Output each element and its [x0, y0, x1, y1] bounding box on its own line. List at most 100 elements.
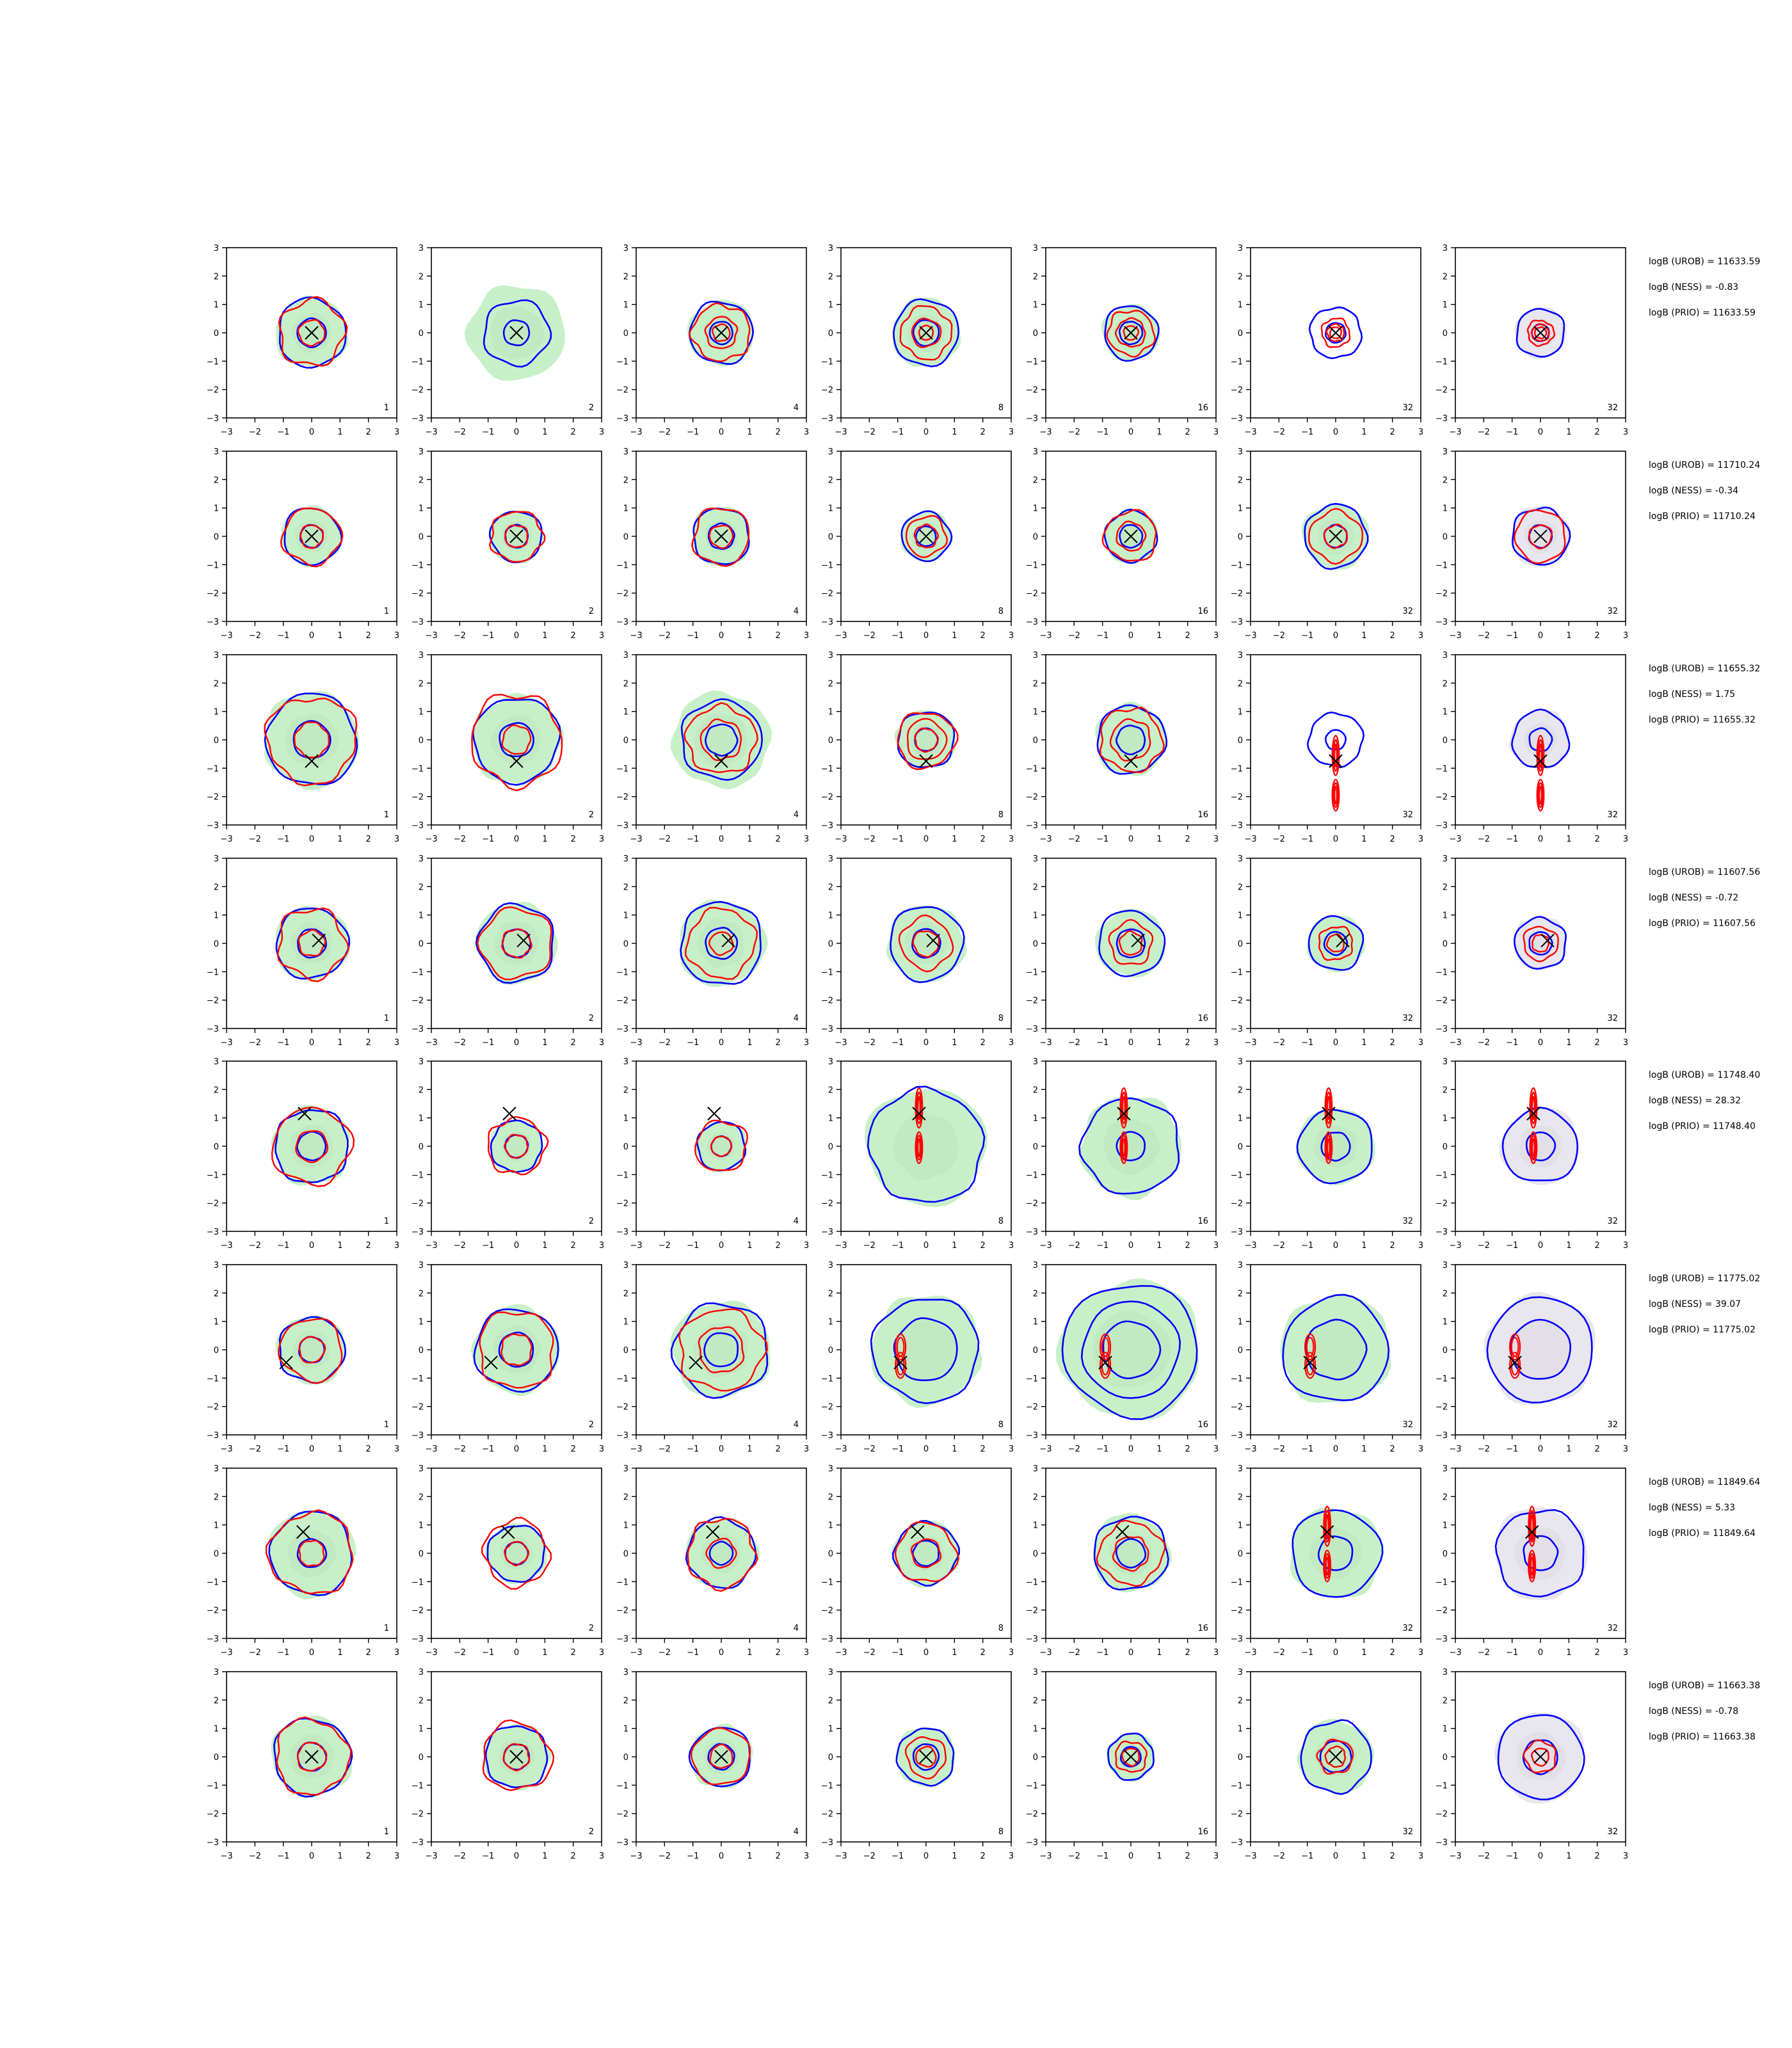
blue-contour-1: [867, 1085, 986, 1203]
x-tick-label: −2: [1478, 1852, 1490, 1861]
panel-r8-c1: −3−3 −2 −2 −1 −1 0 0 1 1 2 2 3 3 1: [207, 1668, 399, 1861]
x-tick-label: −2: [1273, 835, 1285, 844]
y-tick-label: 2: [1033, 1085, 1038, 1095]
blue-contour-1: [892, 298, 960, 367]
y-tick-label: −1: [1436, 1578, 1448, 1587]
red-contour-lower: [1327, 1138, 1331, 1158]
x-tick-label: −3: [1039, 1444, 1052, 1454]
y-tick-label: 1: [1033, 1725, 1038, 1734]
y-tick-label: 1: [419, 504, 424, 514]
x-marker: [714, 326, 728, 340]
y-tick-label: −3: [1026, 1228, 1038, 1237]
y-tick-label: 0: [419, 1142, 424, 1152]
red-contour-1: [1320, 317, 1351, 348]
x-tick-label: 0: [1128, 1852, 1133, 1861]
y-tick-label: −2: [207, 386, 219, 396]
panel-label: 32: [1402, 1014, 1413, 1023]
x-tick-label: −1: [1301, 835, 1313, 844]
x-tick-label: −1: [1506, 1648, 1518, 1658]
panel-r8-c4: −3−3 −2 −2 −1 −1 0 0 1 1 2 2 3 3 8: [821, 1668, 1014, 1861]
panel-r7-c5: −3−3 −2 −2 −1 −1 0 0 1 1 2 2 3 3 16: [1026, 1464, 1219, 1658]
blue-contour-1: [486, 1524, 546, 1583]
x-tick-label: 3: [1213, 631, 1219, 641]
x-marker: [714, 1750, 728, 1764]
x-tick-label: 2: [366, 1852, 371, 1861]
y-tick-label: 1: [828, 301, 833, 310]
x-marker: [689, 1356, 703, 1370]
logb-annotation: logB (UROB) = 11849.64: [1649, 1477, 1760, 1487]
green-density-core: [1305, 1318, 1367, 1380]
y-tick-label: 1: [419, 1114, 424, 1124]
x-tick-label: −2: [1273, 1852, 1285, 1861]
red-contour-lower: [1529, 1553, 1535, 1580]
x-tick-label: −1: [1096, 428, 1108, 437]
y-tick-label: 1: [623, 1521, 628, 1531]
plot-area: [481, 1517, 552, 1590]
plot-area: [1094, 908, 1166, 978]
x-tick-label: −2: [454, 835, 466, 844]
y-tick-label: −3: [616, 1635, 628, 1644]
y-tick-label: 2: [214, 679, 219, 689]
x-marker: [296, 1525, 310, 1539]
y-tick-label: 3: [623, 1261, 628, 1270]
x-marker: [926, 933, 940, 948]
y-tick-label: −2: [821, 1199, 833, 1209]
panel-label: 16: [1197, 403, 1208, 413]
x-tick-label: 1: [1361, 1038, 1366, 1048]
x-tick-label: 2: [776, 1852, 781, 1861]
y-tick-label: 0: [828, 1753, 833, 1763]
y-tick-label: 3: [623, 1464, 628, 1474]
y-tick-label: 3: [1238, 1464, 1243, 1474]
y-tick-label: 1: [828, 1114, 833, 1124]
x-tick-label: 0: [1128, 1038, 1133, 1048]
x-tick-label: 2: [980, 1852, 986, 1861]
red-contour-2: [910, 1538, 942, 1569]
blue-contour-2: [1319, 1740, 1352, 1773]
y-tick-label: 3: [1033, 1057, 1038, 1067]
x-tick-label: 0: [719, 1241, 724, 1251]
x-tick-label: −3: [220, 835, 232, 844]
x-tick-label: 3: [1418, 1648, 1423, 1658]
red-contour-lower: [895, 1352, 907, 1379]
green-density-core: [696, 918, 744, 968]
blue-contour-1: [1093, 1516, 1169, 1591]
panel-label: 32: [1607, 1217, 1618, 1226]
red-contour-2: [1325, 933, 1345, 953]
y-tick-label: −2: [207, 1403, 219, 1412]
x-tick-label: −3: [425, 1038, 437, 1048]
y-tick-label: −2: [616, 1199, 628, 1209]
x-tick-label: −2: [863, 1852, 876, 1861]
x-tick-label: 1: [952, 1648, 957, 1658]
x-marker: [705, 1525, 720, 1539]
y-tick-label: −1: [1026, 1781, 1038, 1791]
x-tick-label: 1: [1361, 1241, 1366, 1251]
y-tick-label: 1: [1443, 1114, 1448, 1124]
red-contour-1: [899, 305, 953, 361]
y-tick-label: 0: [1033, 532, 1038, 542]
blue-contour-1: [1308, 306, 1363, 360]
y-tick-label: 3: [1443, 1261, 1448, 1270]
x-tick-label: 1: [1361, 631, 1366, 641]
x-tick-label: 1: [747, 1852, 752, 1861]
y-tick-label: 2: [623, 679, 628, 689]
y-tick-label: 3: [623, 1668, 628, 1677]
red-contour-1: [905, 515, 948, 559]
red-contour-1: [488, 511, 546, 563]
blue-contour-2: [705, 927, 739, 960]
y-tick-label: −2: [821, 1810, 833, 1820]
x-tick-label: −3: [1244, 1648, 1256, 1658]
x-tick-label: 0: [924, 428, 929, 437]
x-tick-label: 3: [394, 631, 399, 641]
panel-r8-c3: −3−3 −2 −2 −1 −1 0 0 1 1 2 2 3 3 4: [616, 1668, 809, 1861]
logb-annotation: logB (PRIO) = 11607.56: [1649, 918, 1756, 929]
y-tick-label: 2: [828, 679, 833, 689]
plot-area: [1306, 711, 1365, 812]
y-tick-label: 1: [623, 1725, 628, 1734]
logb-annotation: logB (NESS) = 5.33: [1649, 1503, 1735, 1513]
y-tick-label: −2: [616, 386, 628, 396]
x-tick-label: −1: [892, 1852, 904, 1861]
blue-contour-2: [1119, 524, 1144, 549]
x-tick-label: −3: [1244, 428, 1256, 437]
y-tick-label: 2: [828, 1085, 833, 1095]
x-tick-label: −2: [863, 428, 876, 437]
